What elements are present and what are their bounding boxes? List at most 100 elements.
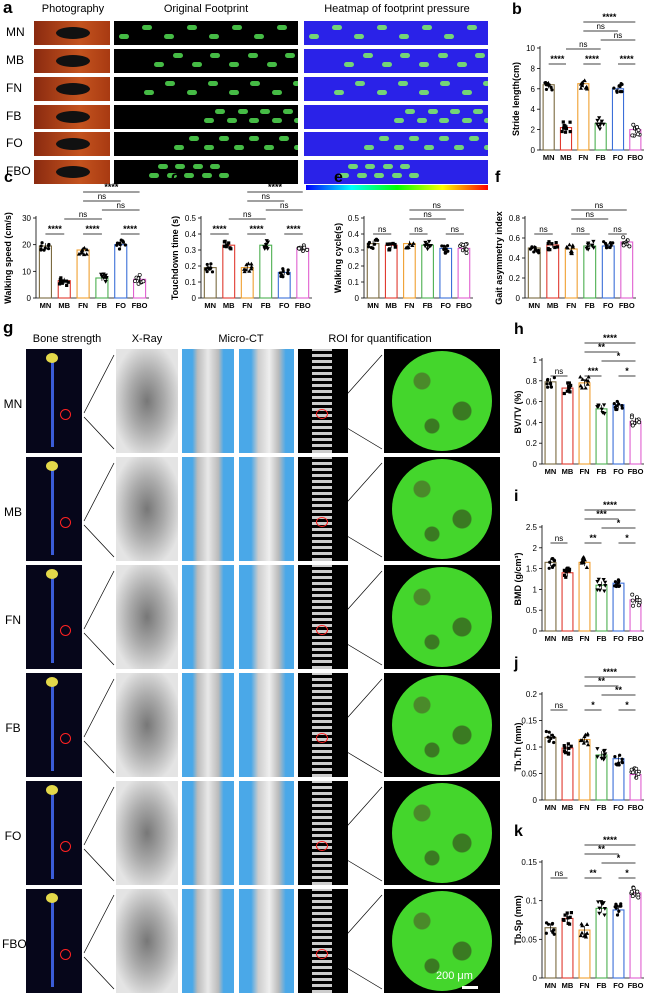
y-tick-label: 2 bbox=[533, 544, 538, 553]
y-tick-label: 0.3 bbox=[185, 246, 197, 255]
data-points-fbo bbox=[629, 766, 641, 780]
data-point bbox=[406, 245, 411, 250]
data-point bbox=[281, 275, 285, 279]
data-point bbox=[373, 238, 377, 242]
y-tick-label: 0 bbox=[533, 627, 538, 636]
data-point bbox=[546, 248, 550, 252]
data-point bbox=[602, 913, 607, 918]
bone-strength-image bbox=[26, 457, 82, 561]
significance-label: **** bbox=[550, 54, 565, 64]
data-point bbox=[620, 757, 624, 761]
data-point bbox=[241, 267, 247, 271]
bar-fb bbox=[583, 245, 597, 299]
data-point bbox=[427, 239, 432, 244]
data-point bbox=[388, 247, 392, 251]
data-point bbox=[630, 420, 635, 425]
data-point bbox=[631, 886, 636, 891]
y-axis-label: BV/TV (%) bbox=[513, 390, 523, 433]
data-points-fo bbox=[115, 238, 127, 251]
data-point bbox=[560, 129, 564, 134]
mouse-photo bbox=[34, 160, 110, 184]
bar-fn bbox=[578, 382, 591, 465]
micro-ct-side bbox=[239, 889, 294, 993]
data-point bbox=[591, 246, 596, 250]
data-point bbox=[530, 245, 534, 249]
data-point bbox=[631, 603, 636, 608]
significance-label: **** bbox=[123, 224, 138, 234]
data-point bbox=[602, 756, 607, 761]
original-footprint bbox=[114, 105, 298, 129]
chart-stride-length: b 0 2 4 6 8 10 Stride length(cm) MN MB FN FB FO FBO **… bbox=[511, 1, 644, 162]
category-label: FO bbox=[613, 803, 624, 812]
y-tick-label: 0.4 bbox=[509, 254, 521, 263]
bar-fo bbox=[612, 404, 625, 465]
data-point bbox=[614, 902, 618, 906]
data-point bbox=[598, 122, 603, 127]
bar-mn bbox=[542, 84, 555, 151]
data-point bbox=[637, 598, 642, 603]
data-point bbox=[601, 403, 607, 408]
data-point bbox=[585, 742, 591, 747]
data-point bbox=[547, 730, 551, 734]
data-point bbox=[39, 248, 43, 252]
data-point bbox=[57, 282, 62, 286]
data-point bbox=[612, 401, 616, 406]
category-label: FO bbox=[441, 301, 452, 310]
data-point bbox=[595, 755, 600, 759]
micro-ct-front bbox=[182, 673, 234, 777]
footprint-row-label: MB bbox=[6, 53, 24, 67]
panel-letter-a: a bbox=[3, 0, 13, 17]
panel-letter: c bbox=[4, 169, 13, 186]
category-label: FB bbox=[597, 634, 608, 643]
bar-fbo bbox=[457, 247, 471, 299]
data-point bbox=[602, 907, 607, 911]
data-point bbox=[635, 595, 639, 600]
data-point bbox=[286, 271, 290, 275]
roi-image bbox=[298, 349, 348, 453]
data-point bbox=[614, 583, 619, 587]
y-tick-label: 1 bbox=[533, 356, 538, 365]
significance-label: *** bbox=[588, 366, 599, 376]
y-tick-label: 0.5 bbox=[348, 214, 360, 223]
y-tick-label: 0.15 bbox=[521, 858, 537, 867]
header-bone-strength: Bone strength bbox=[32, 333, 102, 345]
significance-label: * bbox=[625, 366, 629, 376]
data-point bbox=[249, 264, 254, 269]
xray-image bbox=[116, 565, 178, 669]
significance-label: **** bbox=[620, 54, 635, 64]
data-point bbox=[603, 584, 608, 588]
y-tick-label: 0.2 bbox=[509, 274, 521, 283]
data-point bbox=[249, 261, 254, 266]
panel-letter: i bbox=[514, 488, 518, 505]
data-point bbox=[373, 242, 377, 246]
data-point bbox=[580, 738, 585, 742]
category-label: FN bbox=[78, 301, 88, 310]
data-point bbox=[552, 928, 556, 932]
data-point bbox=[630, 423, 635, 428]
data-point bbox=[584, 931, 590, 935]
micro-ct-side bbox=[239, 349, 294, 453]
data-point bbox=[567, 381, 571, 385]
micro-ct-side bbox=[239, 457, 294, 561]
pressure-heatmap bbox=[304, 21, 488, 45]
data-point bbox=[631, 122, 636, 127]
bar-mb bbox=[561, 387, 574, 465]
data-point bbox=[563, 913, 567, 917]
data-points-fn bbox=[579, 554, 589, 569]
data-point bbox=[103, 280, 108, 284]
bar-fb bbox=[595, 408, 608, 465]
data-point bbox=[532, 250, 536, 254]
data-point bbox=[580, 377, 585, 381]
chart-bmd: i 0 0.5 1 1.5 2 2.5 BMD (g/cm³) MN MB FN FB FO FBO ns *… bbox=[513, 488, 644, 643]
data-point bbox=[570, 243, 575, 247]
category-label: FO bbox=[603, 301, 614, 310]
y-axis-label: Stride length(cm) bbox=[511, 62, 521, 136]
category-label: FBO bbox=[132, 301, 148, 310]
data-point bbox=[46, 244, 51, 248]
data-point bbox=[39, 244, 43, 248]
data-point bbox=[620, 90, 624, 94]
data-point bbox=[620, 406, 624, 410]
category-label: MB bbox=[560, 153, 572, 162]
significance-label: * bbox=[625, 700, 629, 710]
y-tick-label: 0.1 bbox=[526, 743, 538, 752]
